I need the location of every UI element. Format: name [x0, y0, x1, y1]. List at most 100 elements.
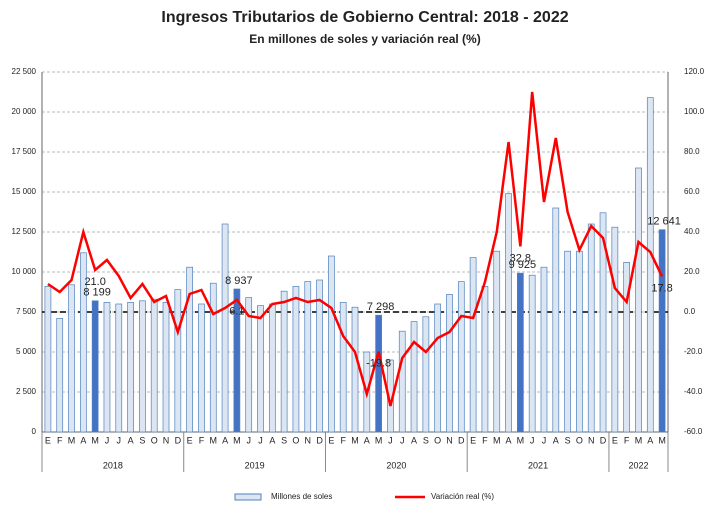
- bar: [446, 294, 453, 433]
- x-tick-label: O: [292, 435, 299, 445]
- bar: [56, 318, 64, 433]
- bar: [150, 298, 158, 433]
- bar: [68, 284, 75, 433]
- bar: [209, 282, 217, 433]
- x-tick-label: A: [411, 435, 417, 445]
- bar: [257, 305, 264, 433]
- bar-label: 12 641: [647, 216, 681, 228]
- bar: [481, 286, 489, 433]
- y-tick-label: 15 000: [12, 187, 37, 196]
- x-group-label: 2019: [245, 460, 265, 470]
- bar: [280, 290, 288, 433]
- y2-tick-label: -20.0: [684, 347, 703, 356]
- bar: [528, 274, 536, 433]
- x-tick-label: D: [175, 435, 182, 445]
- x-tick-label: A: [647, 435, 653, 445]
- x-tick-label: M: [210, 435, 218, 445]
- x-tick-label: N: [305, 435, 312, 445]
- bar-label: 8 199: [83, 287, 111, 299]
- x-tick-label: M: [68, 435, 76, 445]
- bar: [646, 97, 654, 433]
- bar: [127, 302, 134, 433]
- x-tick-label: A: [128, 435, 134, 445]
- line-label: -19.8: [366, 358, 391, 370]
- x-tick-label: M: [351, 435, 359, 445]
- x-tick-label: M: [493, 435, 501, 445]
- x-tick-label: F: [624, 435, 630, 445]
- x-tick-label: O: [434, 435, 441, 445]
- y-tick-label: 17 500: [12, 147, 37, 156]
- y-tick-label: 5 000: [16, 347, 37, 356]
- x-tick-label: J: [258, 435, 263, 445]
- legend-swatch: [234, 493, 262, 501]
- y-tick-label: 2 500: [16, 387, 37, 396]
- y2-tick-label: 60.0: [684, 187, 700, 196]
- x-group-label: 2022: [628, 460, 648, 470]
- bar: [564, 250, 571, 433]
- line-label: 17.8: [651, 282, 672, 294]
- bar: [304, 281, 312, 433]
- bar: [268, 303, 276, 433]
- x-tick-label: M: [375, 435, 383, 445]
- bar: [186, 266, 193, 433]
- x-tick-label: E: [187, 435, 193, 445]
- bar: [410, 321, 418, 433]
- bar: [245, 297, 253, 433]
- y-tick-label: 12 500: [12, 227, 37, 236]
- x-tick-label: J: [105, 435, 110, 445]
- x-tick-label: M: [91, 435, 99, 445]
- bar-label: 9 925: [509, 259, 537, 271]
- y-tick-label: 0: [32, 427, 37, 436]
- bar: [457, 281, 465, 433]
- x-tick-label: E: [612, 435, 618, 445]
- bar: [139, 300, 146, 433]
- x-tick-label: D: [458, 435, 465, 445]
- bar: [328, 255, 335, 433]
- x-tick-label: M: [658, 435, 666, 445]
- x-group-label: 2018: [103, 460, 123, 470]
- bar: [587, 223, 595, 433]
- y2-tick-label: -40.0: [684, 387, 703, 396]
- x-tick-label: S: [139, 435, 145, 445]
- bar: [198, 303, 205, 433]
- bar: [422, 316, 430, 433]
- bar: [398, 330, 406, 433]
- line-label: 32.8: [510, 252, 531, 264]
- bar: [91, 300, 99, 433]
- bar: [576, 250, 583, 433]
- x-tick-label: M: [233, 435, 241, 445]
- y-tick-label: 20 000: [12, 107, 37, 116]
- y2-tick-label: 100.0: [684, 107, 705, 116]
- x-tick-label: J: [117, 435, 122, 445]
- bar: [339, 302, 347, 433]
- x-tick-label: N: [588, 435, 595, 445]
- line-label: 21.0: [84, 276, 105, 288]
- y2-tick-label: -60.0: [684, 427, 703, 436]
- bar: [540, 266, 548, 433]
- bar: [469, 257, 477, 433]
- chart-subtitle: En millones de soles y variación real (%…: [249, 32, 480, 46]
- x-tick-label: A: [80, 435, 86, 445]
- x-tick-label: M: [635, 435, 643, 445]
- x-tick-label: A: [506, 435, 512, 445]
- x-tick-label: E: [45, 435, 51, 445]
- y-tick-label: 7 500: [16, 307, 37, 316]
- line: [47, 91, 664, 407]
- x-tick-label: O: [576, 435, 583, 445]
- bar: [292, 286, 300, 433]
- chart-title: Ingresos Tributarios de Gobierno Central…: [161, 9, 568, 26]
- x-tick-label: S: [565, 435, 571, 445]
- bar: [174, 289, 182, 433]
- bar: [611, 226, 619, 433]
- bar: [505, 193, 512, 433]
- x-group-label: 2021: [528, 460, 548, 470]
- x-tick-label: A: [222, 435, 228, 445]
- bar: [44, 286, 52, 433]
- bar: [103, 302, 111, 433]
- bar-label: 7 298: [367, 301, 395, 313]
- bar-label: 8 937: [225, 275, 253, 287]
- bar: [493, 250, 501, 433]
- bar: [79, 252, 87, 433]
- bar: [623, 262, 631, 433]
